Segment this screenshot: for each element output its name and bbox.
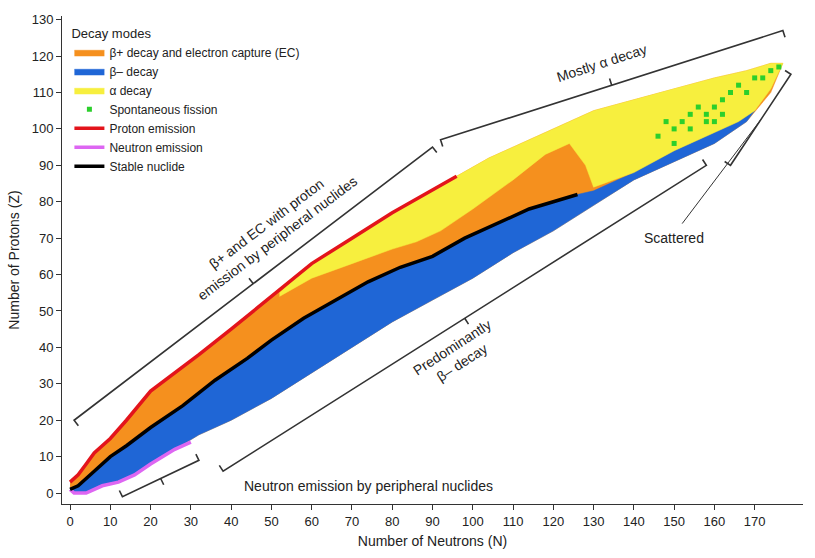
svg-text:Spontaneous fission: Spontaneous fission [109, 103, 217, 117]
svg-text:Neutron emission by peripheral: Neutron emission by peripheral nuclides [244, 478, 493, 494]
svg-text:β– decay: β– decay [109, 65, 158, 79]
svg-text:α decay: α decay [109, 84, 151, 98]
svg-text:20: 20 [39, 413, 53, 428]
svg-text:Decay modes: Decay modes [71, 26, 151, 41]
svg-text:50: 50 [39, 304, 53, 319]
svg-text:β+ and EC with protonemission: β+ and EC with protonemission by periphe… [183, 158, 360, 303]
svg-text:150: 150 [663, 514, 685, 529]
svg-text:40: 40 [39, 340, 53, 355]
svg-text:Stable nuclide: Stable nuclide [109, 160, 185, 174]
svg-text:10: 10 [39, 449, 53, 464]
svg-text:130: 130 [32, 12, 54, 27]
svg-text:β+ decay and electron capture: β+ decay and electron capture (EC) [109, 46, 299, 60]
svg-text:60: 60 [39, 267, 53, 282]
svg-text:70: 70 [39, 231, 53, 246]
svg-text:Number of Neutrons (N): Number of Neutrons (N) [358, 533, 507, 549]
svg-text:50: 50 [264, 514, 278, 529]
svg-text:160: 160 [704, 514, 726, 529]
svg-text:120: 120 [542, 514, 564, 529]
svg-text:0: 0 [46, 486, 53, 501]
svg-text:90: 90 [39, 158, 53, 173]
svg-text:Scattered: Scattered [644, 230, 704, 246]
svg-text:30: 30 [39, 376, 53, 391]
svg-text:80: 80 [39, 194, 53, 209]
svg-text:Predominantlyβ– decay: Predominantlyβ– decay [410, 316, 504, 393]
svg-text:0: 0 [66, 514, 73, 529]
svg-text:100: 100 [462, 514, 484, 529]
svg-text:30: 30 [184, 514, 198, 529]
svg-text:Neutron emission: Neutron emission [109, 141, 202, 155]
svg-text:170: 170 [744, 514, 766, 529]
svg-text:110: 110 [33, 85, 54, 100]
svg-text:20: 20 [143, 514, 157, 529]
svg-text:100: 100 [32, 121, 54, 136]
svg-text:Number of Protons (Z): Number of Protons (Z) [6, 190, 22, 329]
svg-text:90: 90 [425, 514, 439, 529]
svg-text:70: 70 [345, 514, 359, 529]
svg-text:80: 80 [385, 514, 399, 529]
svg-text:40: 40 [224, 514, 238, 529]
svg-text:110: 110 [503, 514, 524, 529]
svg-text:Mostly α decay: Mostly α decay [555, 41, 649, 85]
svg-text:120: 120 [32, 49, 54, 64]
svg-text:130: 130 [583, 514, 605, 529]
svg-text:10: 10 [103, 514, 117, 529]
svg-text:140: 140 [623, 514, 645, 529]
svg-text:60: 60 [304, 514, 318, 529]
svg-text:Proton emission: Proton emission [109, 122, 195, 136]
